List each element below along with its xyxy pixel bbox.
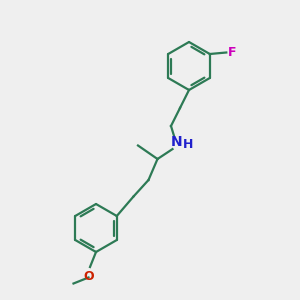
Text: N: N	[171, 136, 183, 149]
Text: O: O	[83, 270, 94, 283]
Text: H: H	[183, 138, 194, 152]
Text: F: F	[227, 46, 236, 59]
